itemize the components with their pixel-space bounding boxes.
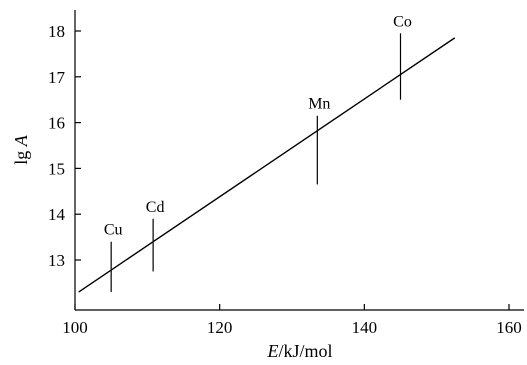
point-label-co: Co	[393, 13, 412, 30]
y-tick-label: 14	[48, 205, 66, 224]
point-label-cu: Cu	[104, 222, 123, 239]
x-tick-label: 120	[207, 318, 233, 337]
x-axis-label: E/kJ/mol	[266, 341, 332, 361]
ticks	[74, 30, 510, 310]
data-points: Cu Cd Mn Co	[104, 13, 412, 293]
y-tick-label: 13	[48, 251, 65, 270]
y-tick-label: 16	[48, 114, 65, 133]
x-tick-label: 100	[62, 318, 88, 337]
y-tick-label: 18	[48, 22, 65, 41]
y-tick-label: 15	[48, 159, 65, 178]
point-label-mn: Mn	[308, 96, 330, 113]
fit-line-group	[78, 37, 456, 293]
tick-labels: 100 120 140 160 13 14 15 16 17 18	[48, 22, 522, 337]
x-tick-label: 140	[352, 318, 378, 337]
axes	[74, 10, 524, 311]
point-label-cd: Cd	[146, 199, 165, 216]
x-tick-label: 160	[496, 318, 522, 337]
y-axis-label: lg A	[11, 134, 31, 165]
regression-line	[78, 37, 456, 293]
y-tick-label: 17	[48, 68, 66, 87]
